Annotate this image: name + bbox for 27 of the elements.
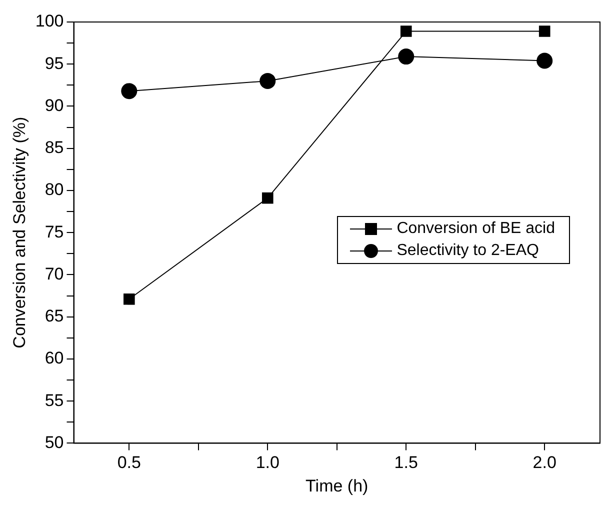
point (121, 83, 138, 100)
x-axis-title: Time (h) (306, 476, 368, 496)
point (124, 293, 135, 305)
y-tick-label: 80 (44, 180, 64, 200)
point (398, 48, 414, 65)
y-tick-label: 70 (44, 264, 64, 284)
y-tick-label: 90 (44, 96, 64, 115)
x-tick-label: 2.0 (532, 453, 556, 472)
y-tick-label: 85 (44, 138, 64, 158)
point (260, 72, 276, 89)
legend-label: Conversion of BE acid (396, 220, 555, 237)
y-tick-label: 100 (35, 12, 64, 31)
point (400, 26, 412, 37)
y-tick-label: 50 (44, 432, 64, 452)
y-tick-label: 55 (44, 390, 64, 410)
point (536, 52, 553, 69)
y-tick-label: 95 (44, 54, 64, 73)
y-tick-label: 60 (44, 348, 64, 368)
x-tick-label: 0.5 (117, 453, 141, 472)
y-tick-label: 75 (44, 222, 64, 242)
y-axis-title: Conversion and Selectivity (%) (10, 116, 29, 348)
legend-label: Selectivity to 2-EAQ (396, 242, 539, 259)
point (538, 26, 550, 37)
x-tick-label: 1.5 (394, 453, 418, 472)
x-tick-label: 1.0 (256, 453, 280, 472)
point (262, 192, 274, 204)
y-tick-label: 65 (44, 306, 64, 326)
